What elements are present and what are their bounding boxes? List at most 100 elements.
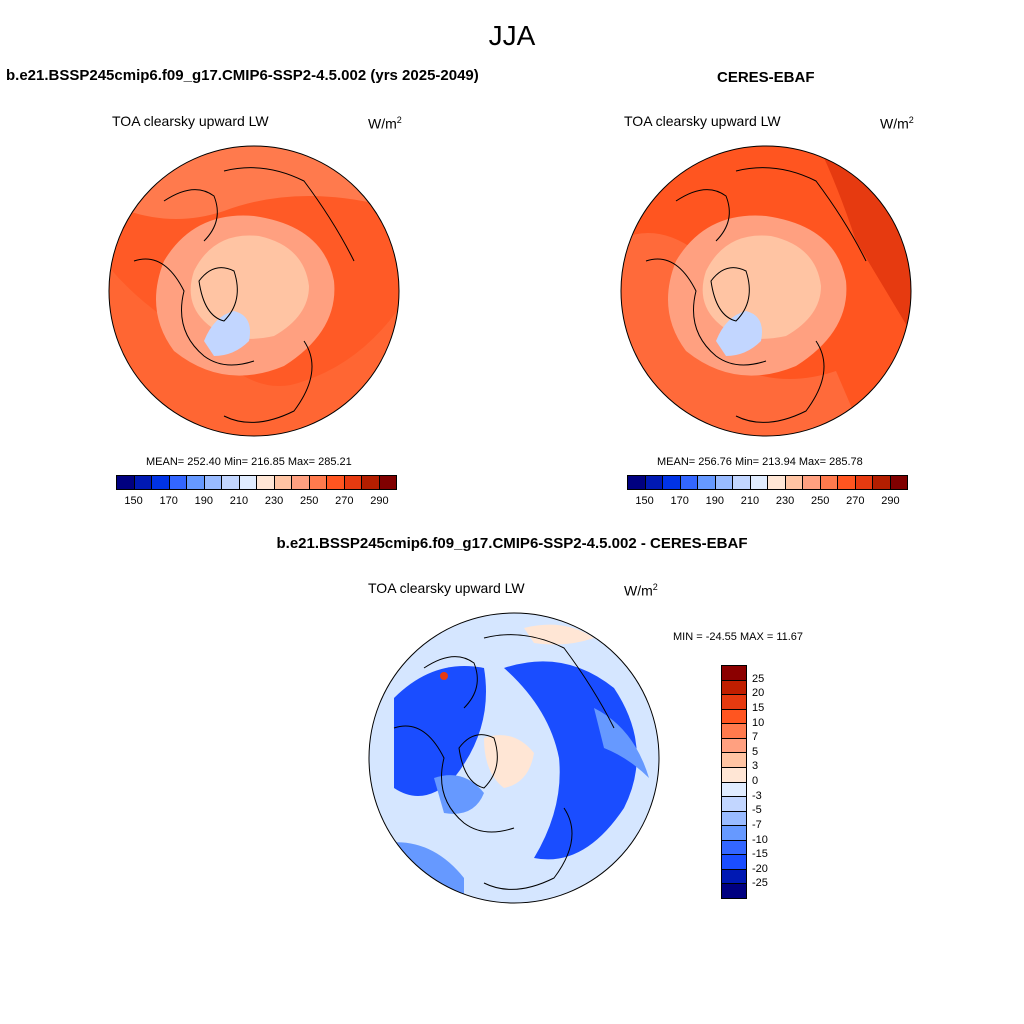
colorbar-swatch	[663, 476, 681, 489]
panel-2-colorbar-ticks: 150 170 190 210 230 250 270 290	[627, 495, 908, 509]
ice-field	[204, 311, 250, 356]
colorbar-tick-label: 170	[670, 495, 689, 507]
panel-1-polar-map	[108, 145, 400, 437]
panel-2-stats: MEAN= 256.76 Min= 213.94 Max= 285.78	[657, 456, 863, 468]
colorbar-swatch	[309, 476, 327, 489]
colorbar-swatch	[768, 476, 786, 489]
colorbar-swatch	[722, 695, 746, 710]
panel-2-title: CERES-EBAF	[717, 69, 815, 86]
hot-spot	[440, 672, 448, 680]
colorbar-tick-label: 25	[752, 672, 765, 685]
colorbar-tick-label: -7	[752, 818, 762, 831]
panel-1-colorbar	[116, 475, 397, 490]
colorbar-tick-label: 0	[752, 775, 759, 787]
panel-3-colorbar-ticks: 25 20 15 10 7 5 3 0 -3 -5 -7 -10 -15 -20 -25	[752, 665, 792, 899]
panel-2-units: W/m2	[880, 115, 914, 132]
colorbar-swatch	[722, 767, 746, 783]
colorbar-swatch	[292, 476, 310, 489]
colorbar-swatch	[134, 476, 152, 489]
colorbar-tick-label: 270	[335, 495, 354, 507]
colorbar-swatch	[722, 753, 746, 768]
colorbar-swatch	[722, 782, 746, 798]
panel-3-units: W/m2	[624, 582, 658, 599]
colorbar-tick-label: 290	[370, 495, 389, 507]
colorbar-tick-label: 170	[159, 495, 178, 507]
colorbar-tick-label: 270	[846, 495, 865, 507]
colorbar-swatch	[838, 476, 856, 489]
colorbar-swatch	[722, 811, 746, 827]
colorbar-swatch	[204, 476, 222, 489]
colorbar-swatch	[274, 476, 292, 489]
panel-1-field-label: TOA clearsky upward LW	[112, 113, 269, 129]
colorbar-tick-label: -10	[752, 833, 768, 846]
colorbar-swatch	[873, 476, 891, 489]
colorbar-swatch	[152, 476, 170, 489]
coastlines	[133, 167, 355, 423]
main-title: JJA	[488, 20, 536, 51]
colorbar-tick-label: 150	[124, 495, 143, 507]
colorbar-swatch	[239, 476, 257, 489]
panel-3-polar-map	[368, 612, 660, 904]
colorbar-swatch	[785, 476, 803, 489]
colorbar-tick-label: -5	[752, 804, 762, 817]
colorbar-tick-label: 230	[264, 495, 284, 507]
colorbar-swatch	[645, 476, 663, 489]
colorbar-swatch	[698, 476, 716, 489]
pale-field	[702, 235, 821, 339]
panel-1-colorbar-ticks: 150 170 190 210 230 250 270 290	[116, 495, 397, 509]
colorbar-swatch	[628, 476, 646, 489]
panel-3-title: b.e21.BSSP245cmip6.f09_g17.CMIP6-SSP2-4.…	[276, 535, 748, 552]
cool-deep-field-west	[394, 666, 486, 796]
colorbar-swatch	[803, 476, 821, 489]
colorbar-swatch	[222, 476, 240, 489]
colorbar-tick-label: 15	[752, 701, 765, 714]
colorbar-swatch	[117, 476, 135, 489]
colorbar-swatch	[344, 476, 362, 489]
colorbar-tick-label: 20	[752, 687, 765, 700]
panel-1-units: W/m2	[368, 115, 402, 132]
colorbar-tick-label: 210	[229, 495, 249, 507]
colorbar-swatch	[257, 476, 275, 489]
panel-3-colorbar	[721, 665, 747, 899]
colorbar-tick-label: -20	[752, 862, 768, 875]
colorbar-tick-label: 210	[740, 495, 760, 507]
colorbar-swatch	[722, 869, 746, 885]
panel-1-stats: MEAN= 252.40 Min= 216.85 Max= 285.21	[146, 456, 352, 468]
colorbar-tick-label: 290	[881, 495, 900, 507]
colorbar-swatch	[327, 476, 345, 489]
colorbar-tick-label: 7	[752, 731, 759, 744]
colorbar-tick-label: -15	[752, 848, 768, 861]
colorbar-tick-label: 190	[194, 495, 213, 507]
colorbar-tick-label: 10	[752, 716, 765, 729]
colorbar-swatch	[187, 476, 205, 489]
colorbar-swatch	[680, 476, 698, 489]
panel-3-stats: MIN = -24.55 MAX = 11.67	[673, 631, 804, 643]
colorbar-swatch	[169, 476, 187, 489]
colorbar-swatch	[715, 476, 733, 489]
colorbar-swatch	[750, 476, 768, 489]
colorbar-swatch	[722, 709, 746, 725]
colorbar-swatch	[722, 797, 746, 812]
colorbar-swatch	[379, 476, 396, 489]
colorbar-tick-label: 190	[705, 495, 724, 507]
panel-1-title: b.e21.BSSP245cmip6.f09_g17.CMIP6-SSP2-4.…	[6, 67, 479, 84]
colorbar-swatch	[890, 476, 907, 489]
colorbar-swatch	[855, 476, 873, 489]
colorbar-swatch	[722, 666, 746, 681]
colorbar-swatch	[820, 476, 838, 489]
colorbar-swatch	[722, 884, 746, 898]
panel-3-field-label: TOA clearsky upward LW	[368, 580, 525, 596]
colorbar-swatch	[722, 855, 746, 870]
cool-deep-field-east	[504, 661, 637, 860]
colorbar-tick-label: 250	[811, 495, 830, 507]
panel-2-polar-map	[620, 145, 912, 437]
colorbar-tick-label: -3	[752, 789, 762, 802]
colorbar-swatch	[722, 680, 746, 696]
colorbar-tick-label: 3	[752, 760, 759, 773]
colorbar-swatch	[362, 476, 380, 489]
colorbar-swatch	[722, 738, 746, 754]
colorbar-swatch	[722, 724, 746, 739]
colorbar-swatch	[722, 840, 746, 856]
colorbar-swatch	[733, 476, 751, 489]
ice-field	[716, 311, 762, 356]
